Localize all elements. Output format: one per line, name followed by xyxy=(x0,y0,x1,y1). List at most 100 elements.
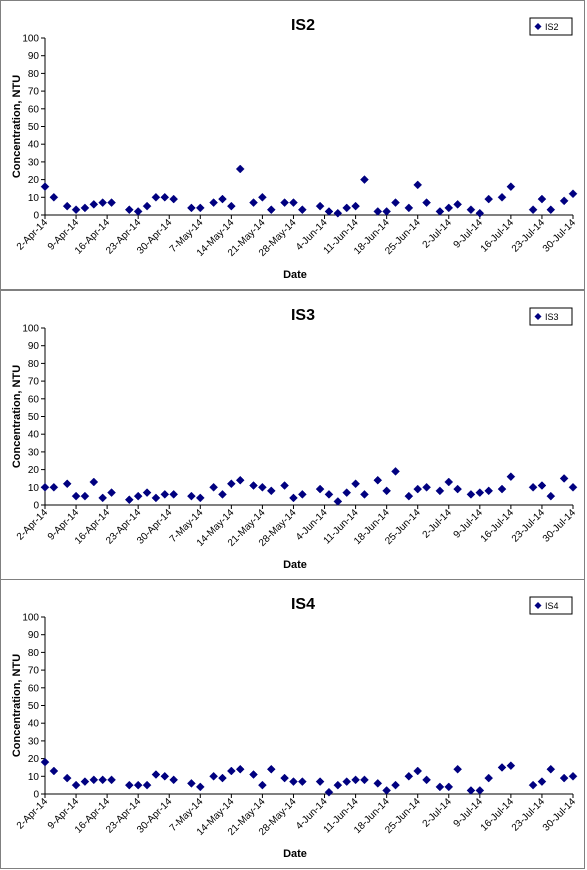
data-point xyxy=(151,493,161,503)
y-tick-label: 90 xyxy=(28,341,40,352)
x-tick-label: 30-Jul-14 xyxy=(541,507,579,545)
legend: IS4 xyxy=(529,596,573,615)
data-point xyxy=(258,482,267,492)
data-point xyxy=(98,775,108,785)
y-tick-label: 90 xyxy=(28,630,40,641)
y-tick-label: 60 xyxy=(28,683,40,694)
data-point xyxy=(559,773,569,783)
chart-panel-is4: IS4 Concentration, NTU Date 0 10 20 30 40 50 60 70… xyxy=(0,579,585,869)
data-point xyxy=(333,497,343,506)
x-tick-label: 30-Jul-14 xyxy=(541,796,579,834)
data-point xyxy=(71,205,81,215)
data-point xyxy=(107,198,116,207)
data-point xyxy=(360,775,369,785)
data-point xyxy=(89,775,99,785)
data-point xyxy=(218,194,227,204)
data-point xyxy=(382,207,392,216)
y-tick-label: 100 xyxy=(22,34,39,45)
data-point xyxy=(373,207,383,216)
y-tick-label: 100 xyxy=(22,613,39,624)
data-point xyxy=(289,198,298,207)
data-point xyxy=(315,777,325,786)
y-tick-label: 70 xyxy=(28,666,40,677)
data-point xyxy=(453,484,462,494)
y-tick-label: 50 xyxy=(28,701,40,712)
data-point xyxy=(528,780,538,790)
data-point xyxy=(497,763,507,772)
data-point xyxy=(360,175,369,184)
data-point xyxy=(475,786,485,795)
data-point xyxy=(404,771,414,781)
data-point xyxy=(546,764,556,774)
y-tick-label: 80 xyxy=(28,648,40,659)
data-point xyxy=(537,481,547,490)
data-point xyxy=(342,203,352,213)
data-point xyxy=(160,490,170,499)
data-point xyxy=(422,482,431,492)
y-tick-label: 10 xyxy=(28,483,40,494)
data-point xyxy=(169,490,179,499)
data-point xyxy=(297,205,307,215)
data-point xyxy=(297,777,307,786)
data-point xyxy=(413,180,423,190)
y-tick-label: 0 xyxy=(33,211,39,222)
data-point xyxy=(249,198,258,207)
y-tick-label: 0 xyxy=(33,790,39,801)
data-point xyxy=(209,771,218,781)
data-point xyxy=(249,481,258,490)
data-point xyxy=(280,481,289,490)
data-point xyxy=(133,780,143,790)
data-point xyxy=(435,782,445,792)
data-point xyxy=(382,486,392,496)
data-point xyxy=(266,486,276,496)
data-point xyxy=(187,203,196,213)
x-tick-label: 2-Jul-14 xyxy=(421,507,455,541)
scatter-chart-is4: IS4 Concentration, NTU Date 0 10 20 30 40 50 60 70… xyxy=(11,596,579,860)
data-point xyxy=(484,773,494,783)
data-point xyxy=(413,766,423,776)
data-point xyxy=(160,192,170,202)
y-tick-label: 80 xyxy=(28,69,40,80)
data-point xyxy=(497,484,507,494)
x-axis-label: Date xyxy=(283,269,307,281)
data-point xyxy=(453,200,462,209)
x-axis-label: Date xyxy=(283,848,307,860)
y-tick-label: 30 xyxy=(28,736,40,747)
data-point xyxy=(297,490,307,499)
data-point xyxy=(444,782,454,792)
data-point xyxy=(315,484,325,494)
y-tick-label: 20 xyxy=(28,175,40,186)
data-point xyxy=(506,761,516,771)
data-point xyxy=(218,490,227,499)
legend-marker xyxy=(534,23,542,30)
legend-box xyxy=(529,17,573,36)
data-point xyxy=(49,482,59,492)
y-tick-label: 40 xyxy=(28,719,40,730)
chart-panel-is2: IS2 Concentration, NTU Date 0 10 20 30 40 50 60 70… xyxy=(0,0,585,290)
chart-panel-is3: IS3 Concentration, NTU Date 0 10 20 30 40 50 60 70… xyxy=(0,290,585,580)
data-point xyxy=(528,482,538,492)
y-tick-label: 50 xyxy=(28,122,40,133)
y-tick-label: 100 xyxy=(22,324,39,335)
scatter-chart-is3: IS3 Concentration, NTU Date 0 10 20 30 40 50 60 70… xyxy=(11,307,579,571)
data-point xyxy=(62,773,72,783)
data-point xyxy=(89,200,99,209)
data-point xyxy=(169,194,179,204)
data-point xyxy=(351,775,360,785)
data-point xyxy=(342,488,352,497)
data-point xyxy=(266,205,276,215)
legend-marker xyxy=(534,602,542,609)
data-point xyxy=(382,786,392,795)
data-point xyxy=(49,192,59,202)
data-point xyxy=(107,488,116,497)
data-point xyxy=(506,182,516,192)
data-point xyxy=(435,207,445,216)
data-point xyxy=(49,766,59,776)
data-point xyxy=(71,780,81,790)
data-point xyxy=(187,779,196,788)
data-point xyxy=(453,764,462,774)
legend: IS3 xyxy=(529,307,573,326)
data-point xyxy=(466,786,476,795)
data-point xyxy=(187,491,196,501)
data-point xyxy=(124,495,134,505)
